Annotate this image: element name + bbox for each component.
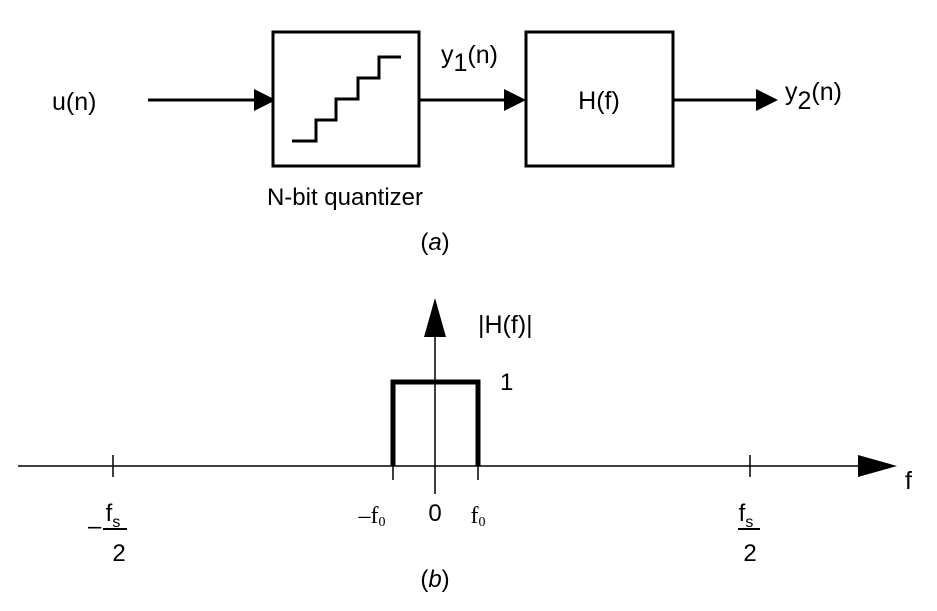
quantizer-label: N-bit quantizer: [267, 184, 423, 211]
pos-fs-numerator: fs: [739, 500, 754, 531]
tick-label-pos-fs-half: fs 2: [738, 500, 760, 567]
neg-fs-denominator: 2: [112, 540, 125, 567]
passband-response: [390, 379, 481, 466]
tick-label-neg-fs-half: – fs 2: [88, 500, 127, 567]
filter-label: H(f): [578, 87, 620, 115]
tick-label-pos-f0: f0: [471, 503, 486, 530]
neg-fs-minus-sign: –: [88, 513, 102, 540]
magnitude-axis-label: |H(f)|: [478, 311, 533, 339]
intermediate-signal-label: y1(n): [441, 41, 498, 77]
middle-arrow-head: [504, 89, 526, 111]
input-arrow-head: [254, 89, 276, 111]
output-signal-label: y2(n): [785, 78, 842, 115]
pos-fs-denominator: 2: [743, 540, 756, 567]
staircase-icon: [292, 55, 401, 143]
tick-label-zero: 0: [428, 500, 441, 527]
caption-b: (b): [420, 566, 449, 593]
passband-level-label: 1: [500, 369, 513, 396]
output-arrow-head: [756, 89, 778, 111]
frequency-axis-arrow: [858, 455, 897, 477]
caption-a: (a): [420, 229, 449, 256]
filter-block: [524, 30, 675, 168]
magnitude-axis-arrow: [424, 298, 446, 337]
frequency-axis-label: f: [905, 467, 912, 495]
input-signal-label: u(n): [52, 88, 96, 116]
tick-label-neg-f0: –f0: [358, 503, 386, 530]
frequency-response-plot: f |H(f)| 1 – fs 2 –f0 0 f0 fs 2: [18, 298, 912, 593]
neg-fs-numerator: fs: [106, 500, 121, 531]
block-diagram: u(n) N-bit quantizer y1(n) H(f) y2(n) (a…: [52, 30, 842, 256]
